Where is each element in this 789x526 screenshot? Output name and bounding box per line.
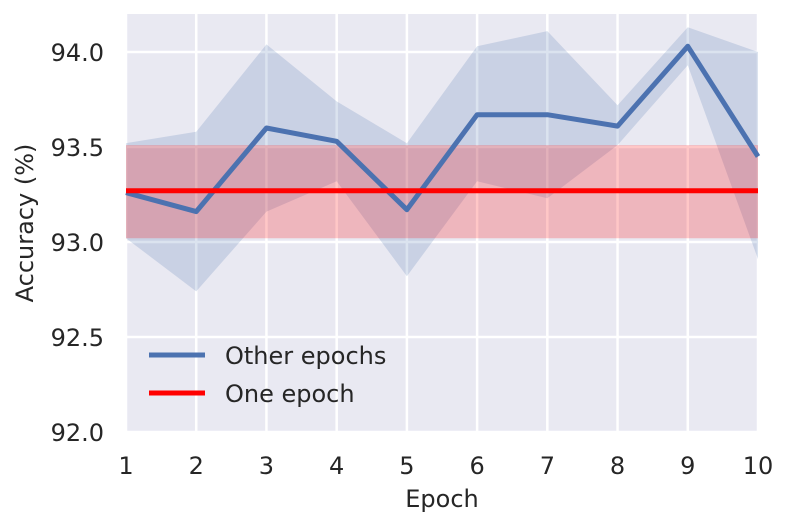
- x-tick-label: 4: [329, 452, 344, 480]
- y-tick-label: 92.0: [51, 419, 104, 447]
- grid-lines: [124, 14, 760, 434]
- x-tick-label: 9: [680, 452, 695, 480]
- y-axis-label: Accuracy (%): [11, 144, 39, 303]
- y-tick-label: 93.5: [51, 134, 104, 162]
- x-tick-label: 2: [189, 452, 204, 480]
- x-tick-label: 7: [540, 452, 555, 480]
- x-tick-label: 5: [399, 452, 414, 480]
- x-tick-labels: 1 2 3 4 5 6 7 8 9 10: [118, 452, 773, 480]
- legend: Other epochs One epoch: [149, 342, 386, 408]
- x-tick-label: 8: [610, 452, 625, 480]
- y-tick-label: 94.0: [51, 39, 104, 67]
- y-tick-labels: 92.0 92.5 93.0 93.5 94.0: [51, 39, 104, 447]
- legend-label-other-epochs: Other epochs: [225, 342, 386, 370]
- y-tick-label: 93.0: [51, 229, 104, 257]
- x-tick-label: 1: [118, 452, 133, 480]
- x-axis-label: Epoch: [405, 485, 479, 513]
- y-tick-label: 92.5: [51, 324, 104, 352]
- x-tick-label: 6: [469, 452, 484, 480]
- series-lines: [125, 43, 761, 215]
- line-other-epochs: [125, 43, 761, 215]
- legend-label-one-epoch: One epoch: [225, 380, 355, 408]
- x-tick-label: 3: [259, 452, 274, 480]
- x-tick-label: 10: [743, 452, 774, 480]
